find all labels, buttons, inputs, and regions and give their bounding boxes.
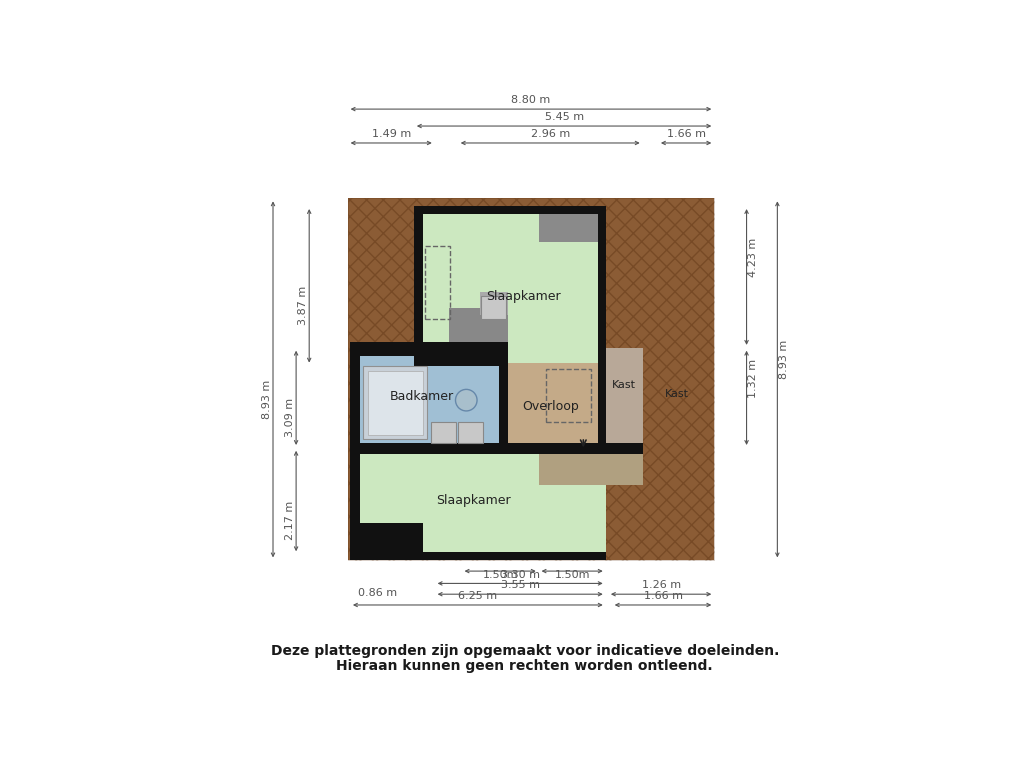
- Text: 6.25 m: 6.25 m: [459, 591, 498, 601]
- Bar: [480, 293, 508, 316]
- Text: 2.17 m: 2.17 m: [285, 501, 295, 540]
- Bar: [431, 422, 456, 442]
- Bar: [547, 369, 591, 422]
- Bar: [368, 371, 423, 435]
- Bar: [481, 296, 506, 319]
- Bar: [357, 448, 605, 554]
- Text: 0.86 m: 0.86 m: [357, 588, 397, 598]
- Bar: [598, 356, 605, 366]
- Bar: [458, 422, 483, 442]
- Bar: [348, 198, 714, 561]
- Bar: [504, 363, 605, 454]
- Text: 3.30 m: 3.30 m: [501, 570, 540, 580]
- Text: 1.50m: 1.50m: [554, 571, 590, 581]
- Text: 2.96 m: 2.96 m: [530, 129, 569, 139]
- Bar: [598, 442, 643, 454]
- Text: 1.50m: 1.50m: [482, 571, 518, 581]
- Bar: [414, 356, 508, 366]
- Text: 8.93 m: 8.93 m: [778, 340, 788, 379]
- Text: 1.32 m: 1.32 m: [748, 359, 758, 398]
- Bar: [423, 552, 605, 561]
- Bar: [350, 552, 605, 561]
- Text: Overloop: Overloop: [522, 400, 579, 413]
- Bar: [539, 206, 605, 243]
- Text: 3.09 m: 3.09 m: [285, 398, 295, 437]
- Text: Kast: Kast: [666, 389, 689, 399]
- Bar: [450, 308, 508, 356]
- Bar: [499, 356, 508, 454]
- Text: 3.87 m: 3.87 m: [298, 286, 308, 325]
- Text: 1.66 m: 1.66 m: [667, 129, 706, 139]
- Text: Kast: Kast: [612, 379, 636, 390]
- Text: 8.80 m: 8.80 m: [511, 95, 551, 105]
- Bar: [350, 442, 605, 454]
- Bar: [348, 198, 714, 561]
- Bar: [364, 366, 427, 439]
- Text: 5.45 m: 5.45 m: [545, 112, 584, 122]
- Bar: [598, 356, 605, 454]
- Bar: [350, 343, 360, 454]
- Bar: [539, 448, 643, 485]
- Bar: [350, 343, 508, 356]
- Text: Badkamer: Badkamer: [389, 390, 454, 402]
- Text: 1.49 m: 1.49 m: [372, 129, 411, 139]
- Bar: [350, 523, 423, 561]
- Bar: [425, 247, 451, 319]
- Text: 8.93 m: 8.93 m: [262, 379, 271, 419]
- Bar: [414, 206, 423, 363]
- Text: 3.55 m: 3.55 m: [501, 581, 540, 591]
- Bar: [598, 206, 605, 363]
- Bar: [414, 206, 605, 363]
- Text: Hieraan kunnen geen rechten worden ontleend.: Hieraan kunnen geen rechten worden ontle…: [337, 659, 713, 673]
- Text: 1.26 m: 1.26 m: [641, 581, 681, 591]
- Circle shape: [456, 389, 477, 411]
- Text: 4.23 m: 4.23 m: [748, 238, 758, 277]
- Bar: [414, 206, 605, 214]
- Bar: [357, 348, 504, 448]
- Text: 1.66 m: 1.66 m: [643, 591, 683, 601]
- Bar: [350, 442, 360, 561]
- Text: Slaapkamer: Slaapkamer: [436, 494, 511, 507]
- Bar: [605, 348, 643, 448]
- Text: Deze plattegronden zijn opgemaakt voor indicatieve doeleinden.: Deze plattegronden zijn opgemaakt voor i…: [270, 644, 779, 658]
- Text: Slaapkamer: Slaapkamer: [486, 290, 560, 303]
